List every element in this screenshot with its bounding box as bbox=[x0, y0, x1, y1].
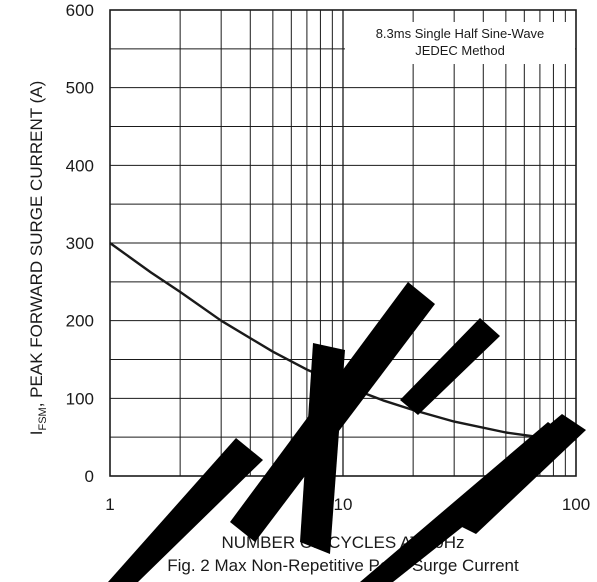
annotation-line-2: JEDEC Method bbox=[415, 43, 505, 58]
watermark-stroke-1 bbox=[108, 438, 263, 582]
x-tick-label: 10 bbox=[334, 495, 353, 514]
y-axis-title: IFSM, PEAK FORWARD SURGE CURRENT (A) bbox=[27, 81, 49, 435]
y-tick-label: 100 bbox=[66, 389, 94, 408]
y-tick-label: 600 bbox=[66, 1, 94, 20]
figure-caption: Fig. 2 Max Non-Repetitive Peak Surge Cur… bbox=[167, 556, 519, 575]
watermark-stroke-4 bbox=[400, 318, 500, 415]
x-tick-label: 1 bbox=[105, 495, 114, 514]
y-axis-title-prefix: I bbox=[27, 431, 46, 436]
y-tick-label: 200 bbox=[66, 312, 94, 331]
y-tick-label: 0 bbox=[85, 467, 94, 486]
y-axis-title-rest: , PEAK FORWARD SURGE CURRENT (A) bbox=[27, 81, 46, 408]
y-tick-label: 300 bbox=[66, 234, 94, 253]
watermark bbox=[108, 282, 586, 582]
grid bbox=[109, 9, 577, 477]
y-tick-label: 400 bbox=[66, 156, 94, 175]
annotation-box bbox=[345, 22, 575, 64]
y-tick-label: 500 bbox=[66, 79, 94, 98]
watermark-stroke-6 bbox=[440, 414, 586, 534]
y-tick-labels: 0 100 200 300 400 500 600 bbox=[66, 1, 94, 486]
x-tick-labels: 1 10 100 bbox=[105, 495, 590, 514]
y-axis-title-sub: FSM bbox=[37, 407, 49, 430]
x-tick-label: 100 bbox=[562, 495, 590, 514]
watermark-stroke-3 bbox=[300, 343, 345, 554]
annotation-line-1: 8.3ms Single Half Sine-Wave bbox=[376, 26, 545, 41]
